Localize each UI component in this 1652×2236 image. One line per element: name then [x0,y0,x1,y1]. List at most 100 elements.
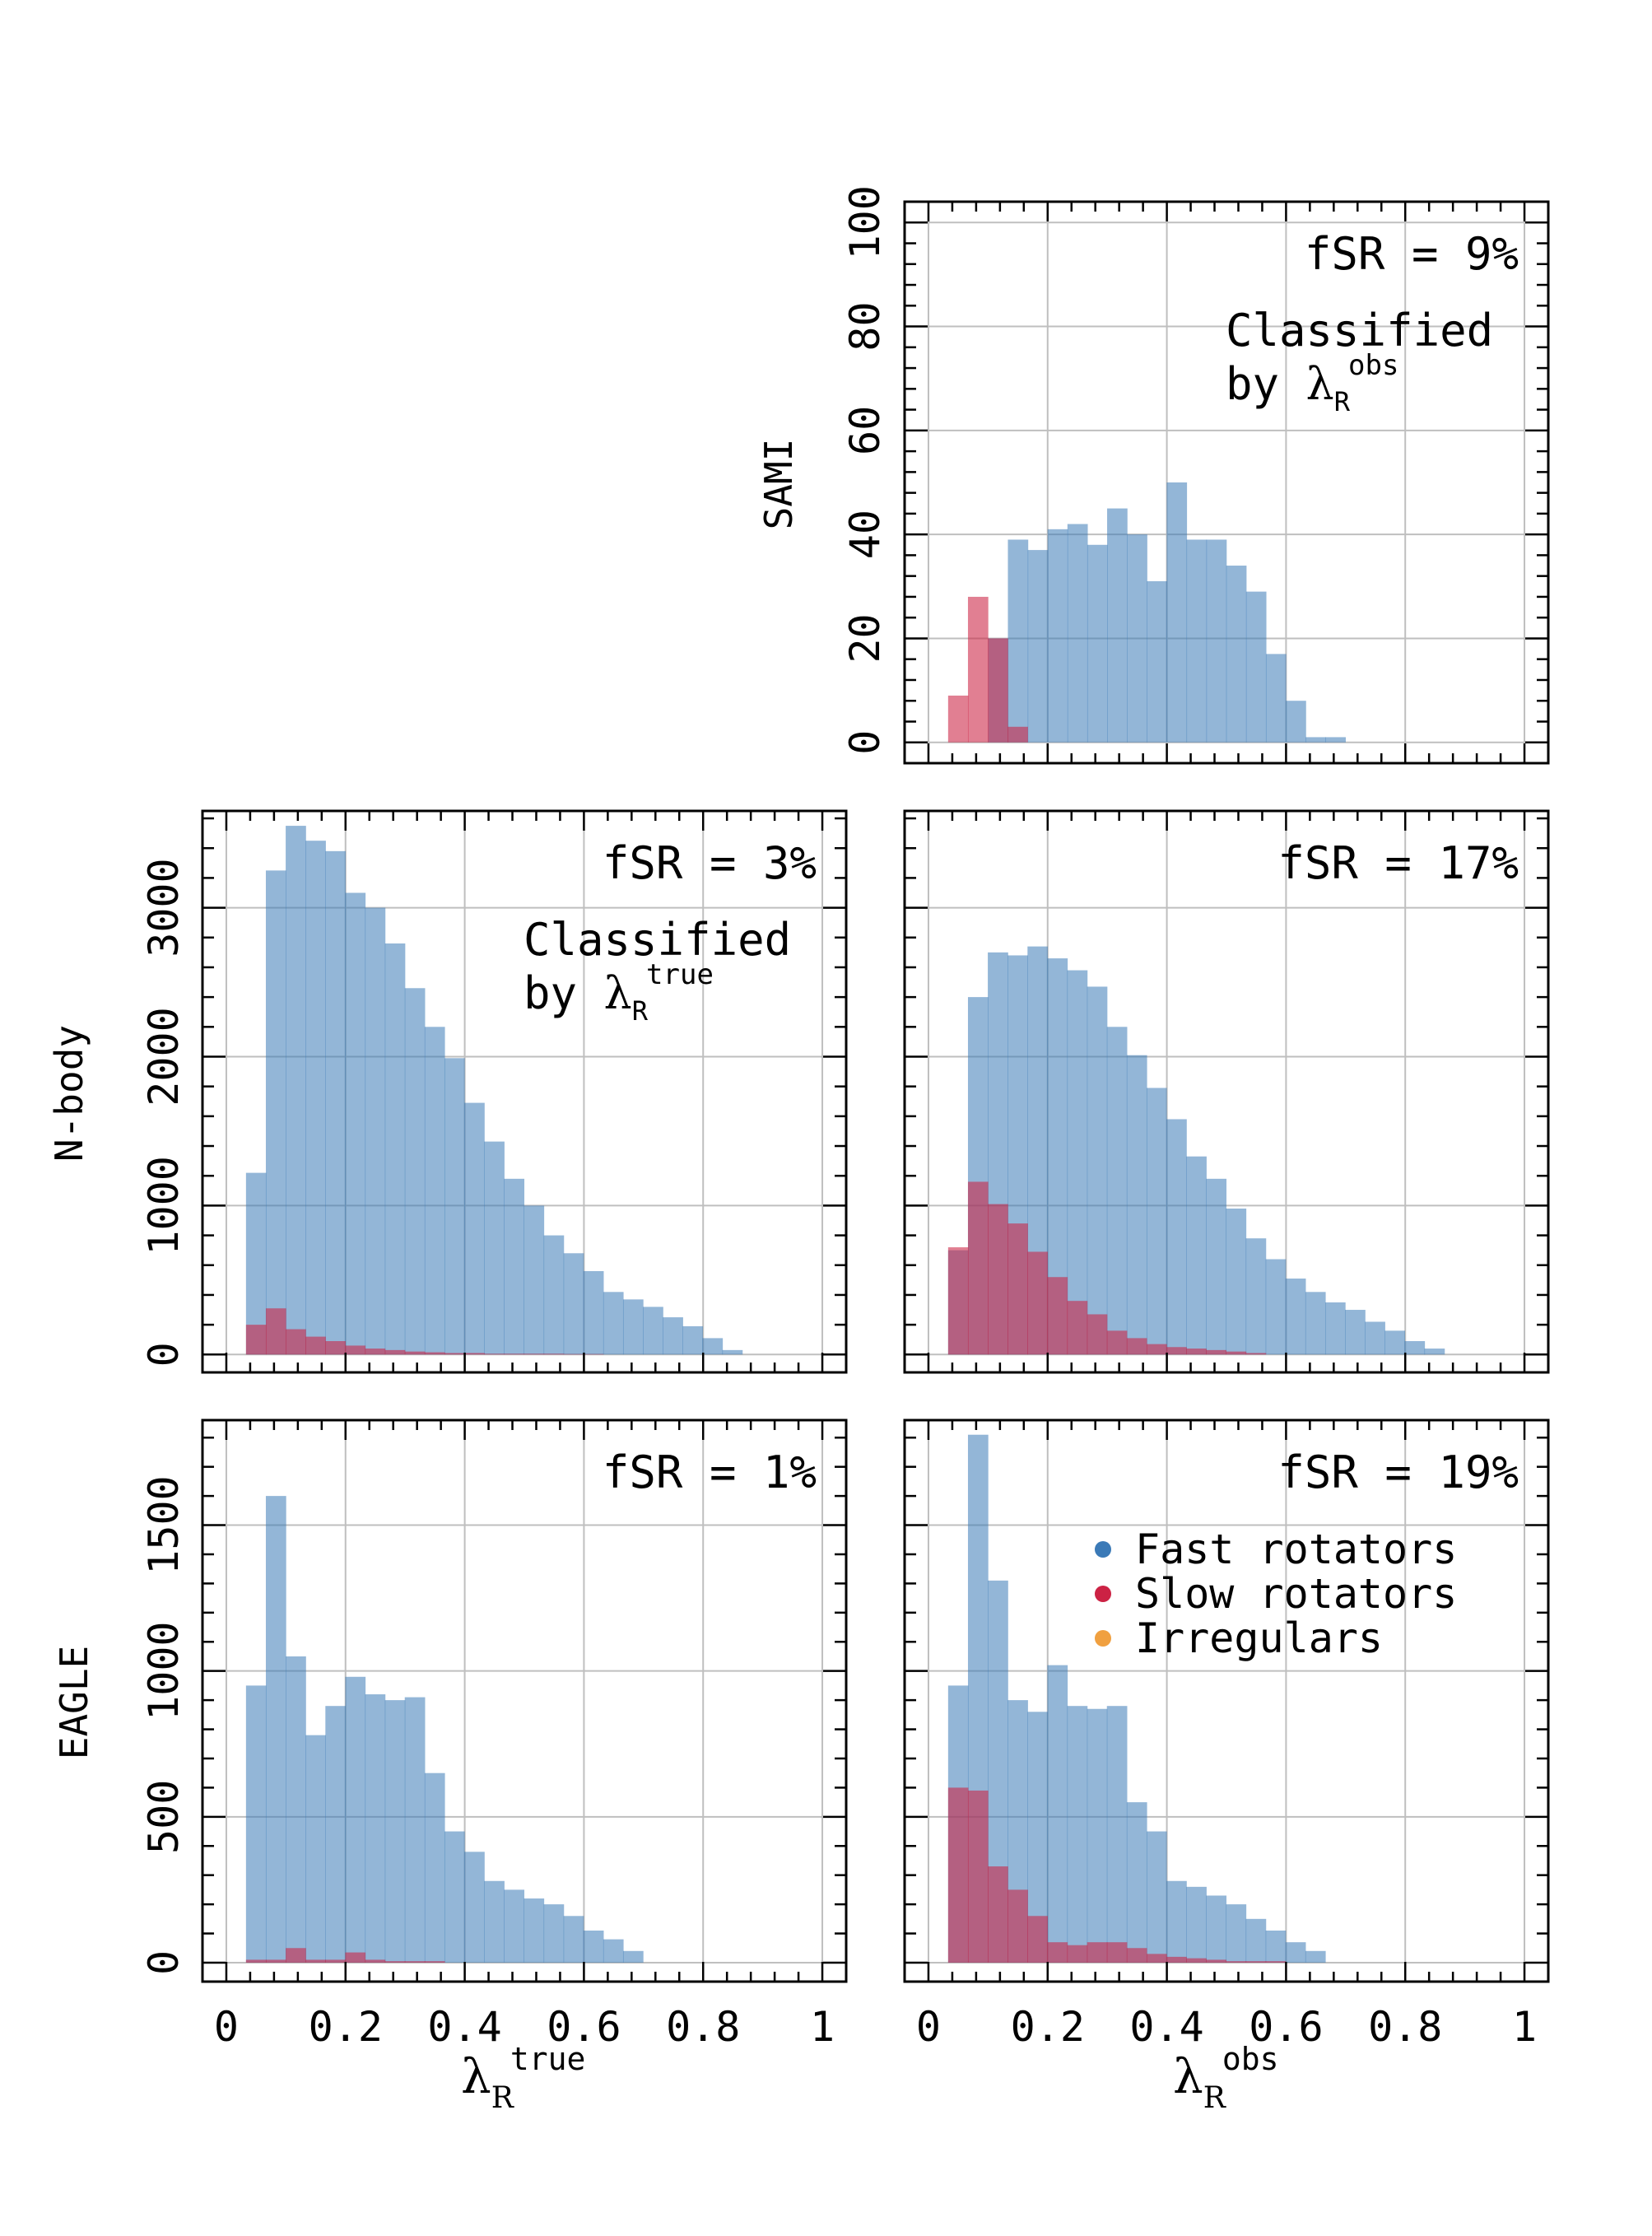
fsr-label: fSR = 17% [1277,837,1519,889]
bar-fast-6 [1107,508,1128,743]
y-tick-label: 3000 [140,858,188,957]
bar-fast-0 [245,1685,267,1963]
bars [947,1434,1326,1963]
bar-fast-18 [603,1292,624,1355]
bar-slow-9 [424,1961,445,1963]
legend-item-fast: Fast rotators [1095,1526,1457,1573]
y-tick-label: 500 [140,1780,188,1854]
bar-slow-3 [305,1336,326,1355]
x-tick-label: 1 [810,2003,835,2051]
bar-slow-8 [404,1351,426,1355]
bar-fast-17 [583,1270,604,1355]
bar-fast-21 [663,1317,683,1355]
bar-slow-12 [1186,1349,1207,1355]
x-axis-title-true-sup: true [510,2041,586,2077]
bar-slow-9 [1126,1948,1147,1963]
bar-slow-2 [988,1866,1008,1963]
bar-fast-9 [1166,482,1188,743]
y-tick-label: 40 [841,510,889,559]
bars [245,826,743,1355]
bar-fast-14 [524,1898,545,1963]
bar-slow-3 [1007,1889,1028,1963]
row-label-eagle: EAGLE [52,1646,96,1759]
bar-slow-5 [1047,1942,1068,1963]
bar-slow-0 [947,1247,969,1355]
bar-slow-17 [583,1353,604,1355]
bar-slow-15 [1245,1961,1267,1963]
bar-slow-10 [1146,1954,1167,1963]
y-tick-label: 80 [841,301,889,351]
bar-slow-8 [1106,1330,1128,1355]
bar-fast-17 [583,1931,604,1963]
bar-slow-1 [967,1181,989,1355]
bar-fast-11 [1206,539,1227,743]
note-line1: Classified [524,914,791,966]
bar-fast-5 [345,1676,366,1963]
bar-slow-2 [286,1329,306,1355]
bar-fast-2 [286,1656,306,1963]
y-ticks [202,1420,846,1982]
bar-fast-11 [1166,1880,1187,1963]
bar-fast-5 [1087,544,1108,743]
bar-fast-5 [1047,1665,1068,1963]
bar-fast-15 [1245,1238,1267,1355]
bar-fast-11 [464,1102,485,1355]
bar-slow-1 [967,1790,989,1963]
bar-fast-10 [444,1831,465,1963]
y-tick-label: 1000 [140,1621,188,1720]
bar-fast-9 [424,1772,445,1963]
panel-eagle-obs: 0 0.2 0.4 0.6 0.8 1 fSR = 19% [903,1418,1550,2051]
bar-fast-12 [1186,1886,1207,1963]
bar-fast-16 [1305,737,1326,743]
bars [947,946,1445,1355]
fsr-label: fSR = 9% [1305,228,1519,280]
legend-marker-irregular [1095,1630,1111,1647]
y-ticks [905,200,1548,763]
y-tick-label: 60 [841,406,889,455]
bar-fast-21 [1365,1321,1385,1355]
bar-fast-0 [245,1172,267,1355]
bar-slow-4 [325,1959,347,1963]
x-tick-label: 0.8 [1368,2003,1442,2051]
bar-slow-16 [1265,1961,1287,1963]
y-tick-label: 1000 [140,1156,188,1255]
bar-fast-7 [1087,986,1108,1355]
legend-item-slow: Slow rotators [1095,1570,1457,1618]
bar-slow-5 [345,1952,366,1963]
bar-slow-3 [1007,1223,1028,1355]
bar-slow-5 [1047,1277,1068,1355]
note-sup: obs [1348,349,1398,382]
bar-fast-22 [1384,1330,1406,1355]
bar-fast-6 [365,1694,386,1963]
bar-fast-20 [643,1307,663,1355]
bar-fast-16 [563,1253,584,1355]
row-label-sami: SAMI [756,439,801,530]
bar-fast-14 [1226,1209,1247,1355]
note-line1: Classified [1226,305,1493,356]
note-sub: R [632,995,649,1027]
bar-fast-22 [682,1325,704,1355]
x-tick-label: 0 [916,2003,941,2051]
bar-slow-2 [286,1948,306,1963]
bar-fast-12 [1226,566,1247,743]
legend-marker-slow [1095,1586,1111,1602]
y-ticks [905,811,1548,1372]
bar-fast-5 [345,892,366,1355]
bars [947,482,1346,743]
panel-frame [903,809,1550,1374]
legend-label-fast: Fast rotators [1135,1526,1457,1573]
x-axis-title-obs-sup: obs [1222,2041,1279,2077]
bar-fast-4 [325,1706,347,1963]
bar-fast-1 [265,870,286,1355]
panel-nbody-obs: fSR = 17% [903,809,1550,1374]
x-tick-label: 0 [214,2003,239,2051]
bar-fast-3 [1047,529,1068,743]
x-tick-label: 0.6 [1249,2003,1323,2051]
bar-fast-13 [1206,1895,1227,1963]
note-sup: true [646,958,714,991]
bar-slow-7 [384,1349,406,1355]
bar-slow-4 [1027,1916,1049,1963]
